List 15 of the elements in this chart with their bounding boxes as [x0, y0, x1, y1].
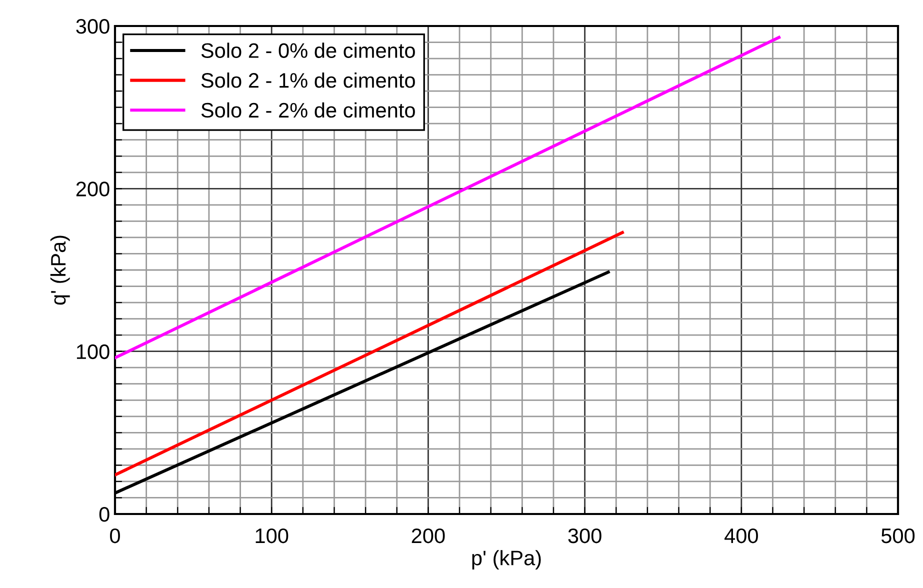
- x-tick-label: 400: [724, 528, 758, 544]
- y-tick-label: 300: [76, 19, 110, 34]
- x-tick-label: 500: [881, 528, 915, 544]
- legend-label: Solo 2 - 0% de cimento: [201, 42, 415, 58]
- y-tick-label: 100: [76, 344, 110, 360]
- x-tick-label: 100: [256, 528, 288, 544]
- x-axis-title: p' (kPa): [472, 550, 541, 570]
- y-tick-label: 0: [99, 507, 110, 522]
- y-tick-label: 200: [76, 182, 110, 196]
- x-tick-label: 0: [110, 528, 120, 544]
- x-tick-label: 200: [412, 528, 445, 544]
- y-axis-title: q' (kPa): [50, 236, 70, 305]
- x-tick-label: 300: [568, 528, 602, 544]
- legend-label: Solo 2 - 1% de cimento: [201, 72, 415, 88]
- legend-label: Solo 2 - 2% de cimento: [201, 102, 415, 118]
